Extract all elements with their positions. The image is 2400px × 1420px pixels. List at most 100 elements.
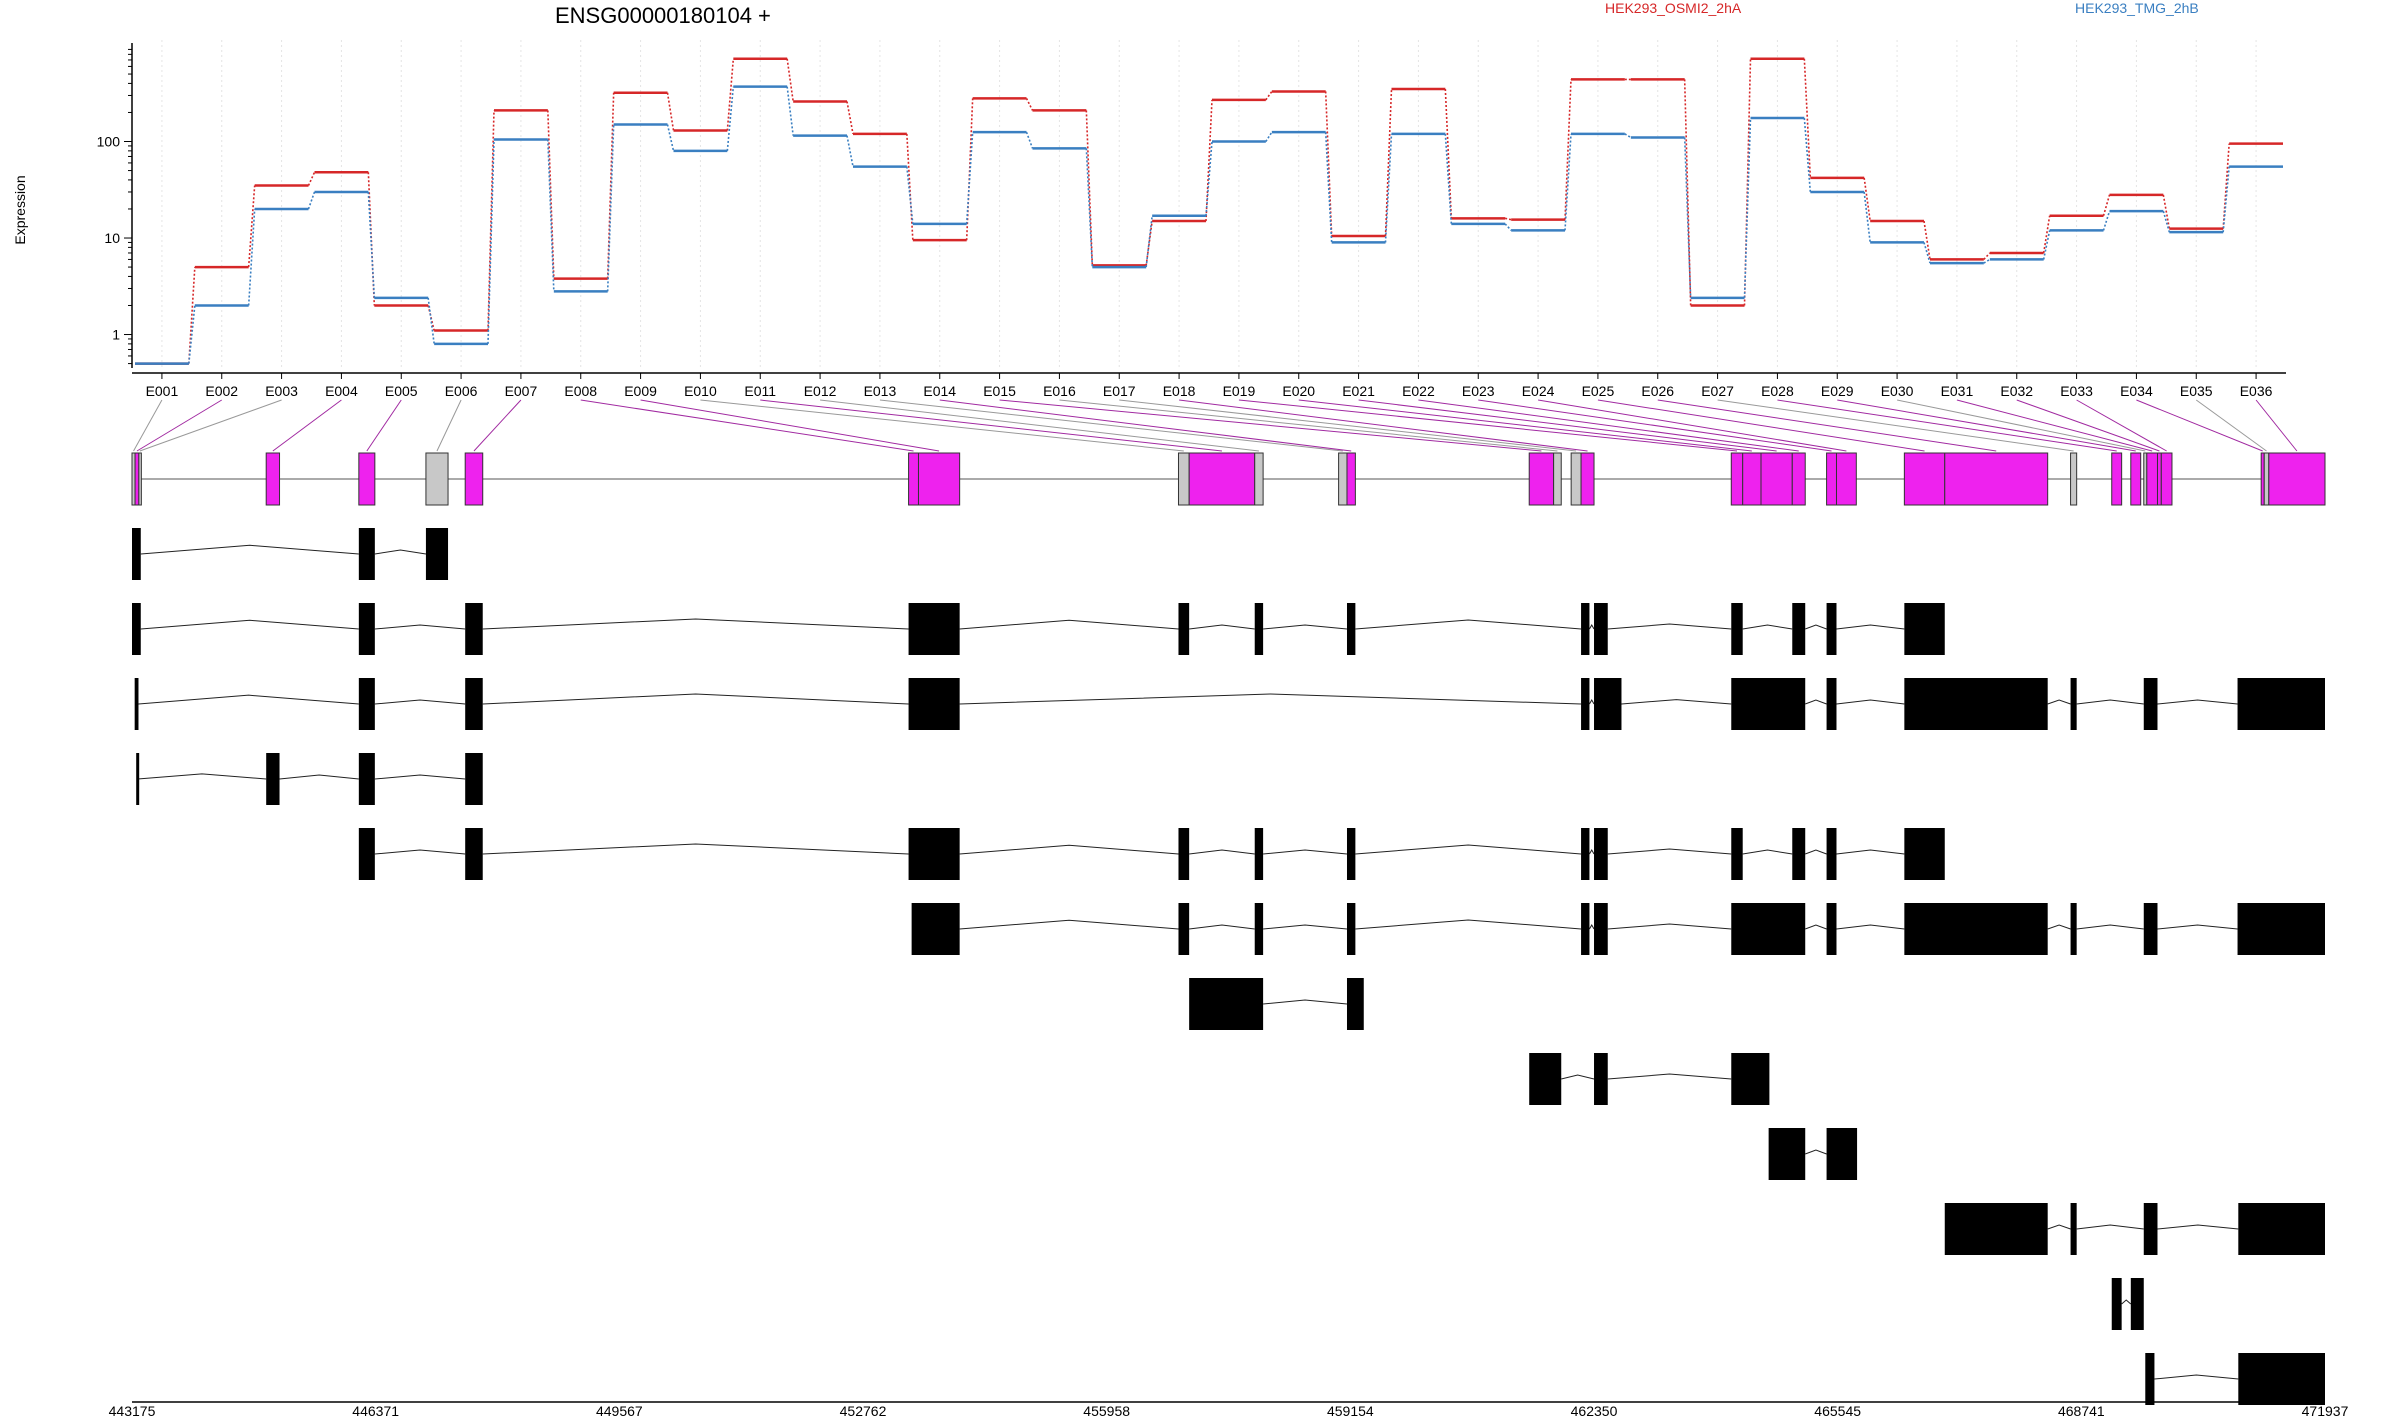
exon-tick-label-e015: E015 [983,383,1016,399]
series-2-connector-8 [606,124,615,292]
exon-8 [1826,678,1837,730]
series-2-connector-34 [2162,210,2171,233]
intron-4 [959,619,1179,630]
exon-3 [425,528,449,580]
exon-bin-e010 [1177,452,1190,506]
intron-1 [959,919,1179,930]
exon-bin-e018 [1580,452,1595,506]
transcript-2 [132,603,1945,655]
connector-e005 [366,399,402,452]
series-1-connector-31 [1983,252,1991,260]
connector-e001 [133,399,163,452]
exon-axis: E001 E002 E003 E004 E005 E006 E007 E008 E009 E010… [132,372,2286,399]
exon-4 [908,678,960,730]
series-2-connector-12 [846,135,854,167]
exon-9 [1731,828,1743,880]
legend-series-1-label: HEK293_OSMI2_2hA [1605,0,1742,16]
exon-tick-label-e034: E034 [2120,383,2153,399]
series-2-connector-13 [906,166,914,225]
connector-e013 [879,399,1343,452]
exon-7 [1346,603,1356,655]
series-1-connector-2 [247,185,256,268]
intron-10 [2076,924,2144,930]
connector-e026 [1657,399,1997,452]
exon-tick-label-e030: E030 [1881,383,1914,399]
intron-2 [482,843,909,855]
exon-11 [2143,903,2158,955]
connector-e010 [700,399,1184,452]
connector-e021 [1358,399,1777,452]
exon-tick-label-e033: E033 [2060,383,2093,399]
connector-e008 [580,399,914,452]
intron-7 [1805,699,1827,705]
exon-3 [1731,1053,1770,1105]
exon-1 [132,603,141,655]
exon-5 [1178,603,1190,655]
intron-8 [1836,699,1905,705]
series-2-connector-1 [188,305,196,364]
connector-e028 [1777,399,2117,452]
series-2-connector-18 [1205,141,1213,216]
exon-bin-e009 [917,452,961,506]
intron-2 [374,699,466,705]
exon-bin-e016 [1553,452,1562,506]
exon-bin-e003 [138,452,142,506]
transcript-7 [1189,978,1364,1030]
series-2-connector-27 [1743,118,1752,298]
series-1-connector-21 [1384,88,1393,237]
genome-tick-label-5: 455958 [1083,1403,1130,1419]
y-axis-label: Expression [12,175,28,244]
series-2-connector-33 [2102,210,2111,231]
exon-2 [2238,1353,2325,1405]
exon-4 [465,753,483,805]
exon-6 [1594,903,1608,955]
connector-e031 [1956,399,2153,452]
intron-7 [1355,619,1582,630]
exon-bin-e006 [425,452,449,506]
series-2-connector-2 [247,208,256,306]
intron-11 [2157,924,2238,930]
exon-1 [1944,1203,2048,1255]
intron-1 [1805,1149,1827,1155]
series-1-connector-7 [547,110,555,279]
connector-e004 [272,399,342,452]
transcript-12 [2145,1353,2325,1405]
series-2-connector-19 [1265,131,1273,142]
exon-tick-label-e022: E022 [1402,383,1435,399]
intron-2 [2076,1224,2144,1230]
exon-tick-label-e032: E032 [2000,383,2033,399]
exon-bin-e026 [1944,452,2049,506]
connector-e012 [820,399,1259,452]
bin-connector-lines [133,399,2298,452]
exon-8 [1581,603,1590,655]
exon-2 [266,753,280,805]
exon-tick-label-e031: E031 [1941,383,1974,399]
series-2-connector-7 [547,139,555,292]
exon-9 [1904,678,2048,730]
exon-tick-label-e005: E005 [385,383,418,399]
connector-e024 [1538,399,1847,452]
series-1-connector-13 [906,133,914,241]
series-2-connector-29 [1863,191,1871,243]
exon-2 [358,528,375,580]
exon-bin-e024 [1835,452,1857,506]
exon-3 [465,678,483,730]
connector-e009 [640,399,940,452]
exon-bin-e017 [1570,452,1582,506]
intron-4 [959,693,1582,705]
intron-2 [374,549,427,555]
exon-tick-label-e002: E002 [205,383,238,399]
intron-3 [482,618,909,630]
series-1-connector-15 [1025,97,1034,111]
exon-12 [2237,903,2325,955]
transcript-tracks [132,528,2325,1405]
exon-1 [911,903,960,955]
intron-10 [1805,849,1827,855]
exon-5 [1581,903,1590,955]
exon-10 [1731,603,1743,655]
series-1-connector-9 [666,92,675,131]
genome-tick-label-3: 449567 [596,1403,643,1419]
intron-1 [2154,1374,2239,1380]
series-2-connector-24 [1564,133,1572,231]
